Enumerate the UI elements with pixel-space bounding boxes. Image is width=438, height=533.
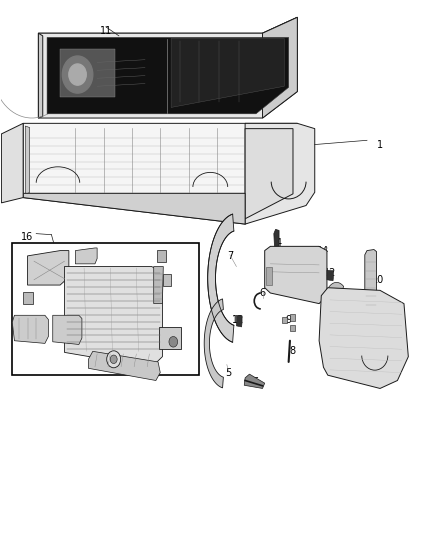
Polygon shape: [53, 316, 82, 344]
Polygon shape: [237, 316, 242, 327]
Text: 23: 23: [37, 289, 49, 300]
Circle shape: [110, 355, 117, 364]
Text: 20: 20: [88, 333, 100, 343]
Text: 22: 22: [18, 325, 31, 335]
Bar: [265, 266, 272, 285]
Text: 16: 16: [21, 232, 34, 243]
Text: 19: 19: [156, 267, 169, 277]
Text: 25: 25: [107, 358, 120, 368]
Bar: [157, 249, 166, 262]
Text: 6: 6: [259, 288, 265, 298]
Bar: [290, 314, 295, 320]
Text: 18: 18: [71, 320, 84, 330]
Text: 12: 12: [233, 314, 245, 325]
Polygon shape: [262, 17, 297, 118]
Text: 5: 5: [226, 368, 232, 377]
Polygon shape: [12, 316, 48, 343]
Polygon shape: [75, 248, 97, 264]
Polygon shape: [327, 270, 333, 281]
Polygon shape: [171, 38, 284, 108]
Polygon shape: [47, 37, 289, 114]
Text: 12: 12: [324, 268, 336, 278]
Bar: [290, 325, 295, 331]
Text: 27: 27: [95, 246, 108, 256]
Polygon shape: [23, 193, 245, 224]
Text: 3: 3: [375, 336, 381, 346]
Polygon shape: [365, 249, 377, 312]
Polygon shape: [39, 17, 297, 36]
Text: 13: 13: [326, 296, 338, 306]
Polygon shape: [39, 17, 297, 118]
Circle shape: [62, 56, 93, 93]
Polygon shape: [274, 229, 279, 252]
Text: 15: 15: [247, 376, 260, 386]
Polygon shape: [265, 246, 327, 304]
Text: 17: 17: [42, 280, 55, 290]
Bar: [163, 274, 171, 286]
Text: 11: 11: [100, 26, 112, 36]
Polygon shape: [88, 351, 160, 381]
Polygon shape: [25, 126, 30, 195]
Polygon shape: [60, 49, 115, 97]
Text: 26: 26: [54, 256, 66, 266]
Text: 14: 14: [317, 246, 329, 256]
Polygon shape: [1, 123, 23, 203]
Polygon shape: [154, 266, 163, 304]
Polygon shape: [244, 374, 265, 389]
Polygon shape: [64, 266, 162, 367]
Text: 4: 4: [276, 238, 282, 248]
Bar: [12, 243, 199, 375]
Text: 24: 24: [163, 259, 175, 269]
Polygon shape: [23, 123, 297, 224]
Circle shape: [69, 64, 86, 85]
Polygon shape: [28, 251, 69, 285]
Text: 10: 10: [372, 274, 384, 285]
Polygon shape: [39, 33, 43, 118]
Polygon shape: [245, 128, 293, 219]
Polygon shape: [208, 214, 234, 342]
Text: 21: 21: [152, 248, 164, 259]
Bar: [282, 317, 287, 323]
Text: 8: 8: [289, 346, 295, 357]
Polygon shape: [324, 282, 344, 310]
Polygon shape: [204, 299, 223, 388]
Polygon shape: [245, 123, 315, 224]
Text: 28: 28: [165, 336, 177, 346]
Bar: [159, 327, 181, 349]
Polygon shape: [319, 288, 408, 389]
Circle shape: [107, 351, 120, 368]
Circle shape: [169, 336, 178, 347]
Text: 7: 7: [227, 251, 233, 261]
Text: 1: 1: [377, 140, 383, 150]
Bar: [23, 292, 33, 304]
Text: 9: 9: [286, 314, 292, 325]
